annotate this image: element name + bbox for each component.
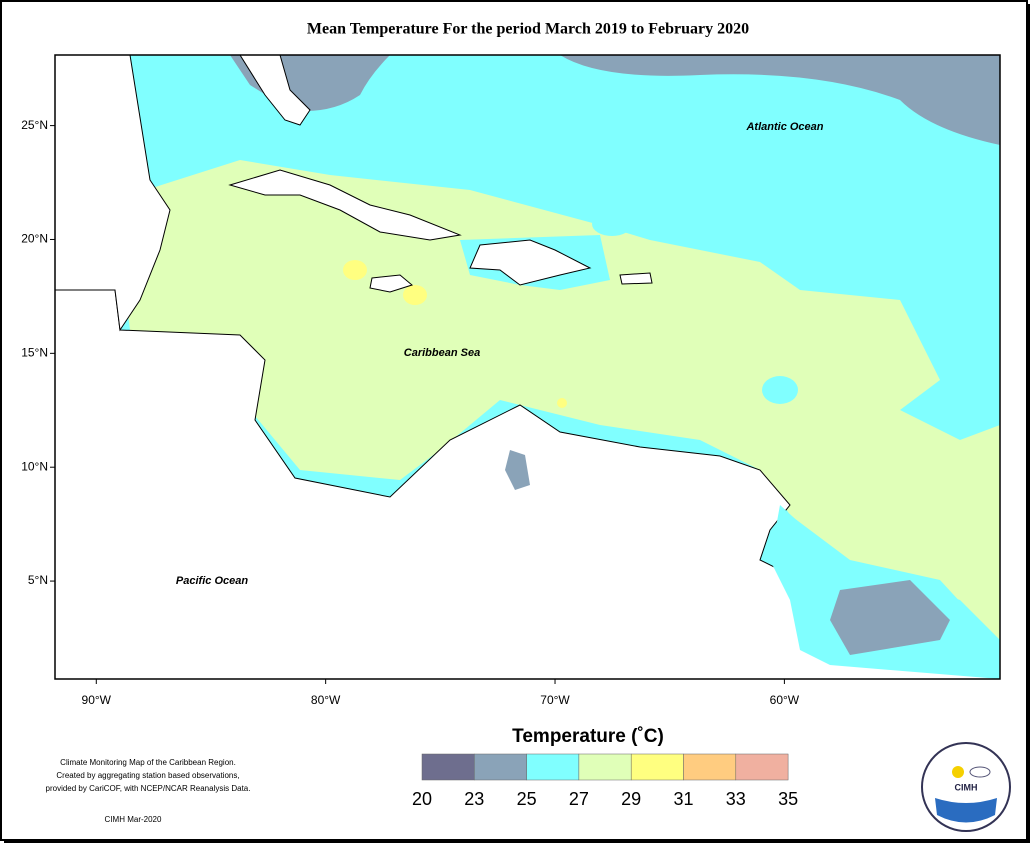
notes: Climate Monitoring Map of the Caribbean … [46, 758, 251, 824]
logo-cloud [969, 766, 991, 778]
legend-tick-label: 20 [412, 789, 432, 809]
ocean-label: Atlantic Ocean [745, 121, 823, 133]
legend-swatch [578, 753, 632, 781]
lon-label: 60°W [770, 693, 800, 707]
puerto-rico [619, 272, 653, 285]
legend-swatch [421, 753, 475, 781]
legend-tick-label: 25 [517, 789, 537, 809]
lat-label: 25°N [21, 118, 48, 132]
lat-label: 20°N [21, 232, 48, 246]
ocean-label: Caribbean Sea [404, 347, 480, 359]
legend-tick-label: 29 [621, 789, 641, 809]
legend-tick-label: 31 [673, 789, 693, 809]
logo-sun [952, 766, 964, 778]
legend-tick-label: 35 [778, 789, 798, 809]
shadow [4, 840, 1030, 843]
note: Created by aggregating station based obs… [56, 771, 239, 780]
cuba [228, 169, 462, 241]
legend-swatch [683, 753, 737, 781]
lat-label: 5°N [28, 573, 48, 587]
legend-tick-label: 33 [726, 789, 746, 809]
lat-label: 15°N [21, 346, 48, 360]
map: 25°N 20°N 15°N 10°N 5°N 90°W 80°W 70°W 60°W Atla… [21, 54, 1001, 707]
legend-swatch [474, 753, 527, 781]
hot-zone [557, 398, 567, 408]
cool-zone [560, 55, 1000, 145]
legend-swatch [630, 753, 684, 781]
legend-tick-label: 27 [569, 789, 589, 809]
logo-text: CIMH [955, 782, 978, 792]
logo-water [935, 798, 997, 823]
ocean-label: Pacific Ocean [176, 575, 248, 587]
map-border [54, 54, 1001, 680]
cool-zone [505, 450, 530, 490]
hot-zone [343, 260, 367, 280]
hispaniola [469, 239, 592, 286]
legend-swatch [735, 753, 789, 781]
legend-swatch [526, 753, 580, 781]
note: Climate Monitoring Map of the Caribbean … [60, 758, 236, 767]
mexico [55, 55, 171, 332]
legend: Temperature (˚C) 20 23 25 27 29 31 33 35 [412, 726, 798, 809]
legend-tick-label: 23 [464, 789, 484, 809]
title: Mean Temperature For the period March 20… [307, 21, 749, 38]
lat-label: 10°N [21, 459, 48, 473]
lon-label: 90°W [82, 693, 112, 707]
credit: CIMH Mar-2020 [105, 815, 162, 824]
sea-temperature [592, 212, 632, 236]
jamaica [369, 274, 414, 293]
note: provided by CariCOF, with NCEP/NCAR Rean… [46, 784, 251, 793]
sea-temperature [762, 376, 798, 404]
cool-zone [830, 580, 950, 655]
legend-title: Temperature (˚C) [512, 726, 664, 747]
florida [239, 55, 311, 126]
hot-zone [403, 285, 427, 305]
lon-label: 80°W [311, 693, 341, 707]
lon-label: 70°W [540, 693, 570, 707]
warm-zone [55, 160, 1000, 645]
shadow [1027, 4, 1030, 843]
logo: CIMH [921, 742, 1011, 832]
